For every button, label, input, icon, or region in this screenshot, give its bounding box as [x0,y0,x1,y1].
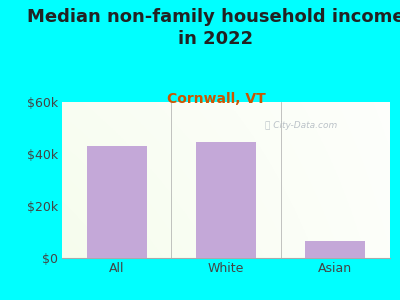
Bar [86,146,147,258]
Bar [305,241,366,258]
Text: Median non-family household income
in 2022: Median non-family household income in 20… [27,8,400,48]
Text: ⓘ City-Data.com: ⓘ City-Data.com [265,121,338,130]
Bar [196,142,256,258]
Text: Cornwall, VT: Cornwall, VT [167,92,265,106]
